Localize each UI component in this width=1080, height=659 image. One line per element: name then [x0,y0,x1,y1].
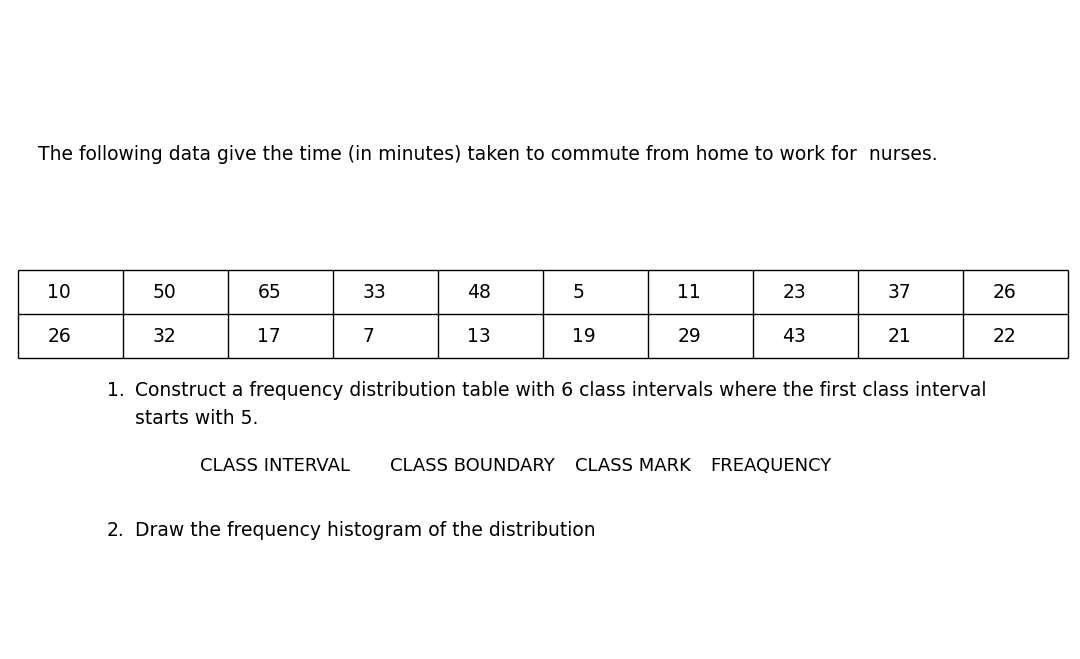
Text: 7: 7 [363,326,375,345]
Text: 33: 33 [363,283,387,302]
Text: 11: 11 [677,283,701,302]
Text: 19: 19 [572,326,596,345]
Text: 5: 5 [572,283,584,302]
Text: 10: 10 [48,283,71,302]
Text: 65: 65 [257,283,281,302]
Text: FREAQUENCY: FREAQUENCY [710,457,832,475]
Text: The following data give the time (in minutes) taken to commute from home to work: The following data give the time (in min… [38,146,937,165]
Text: 23: 23 [782,283,806,302]
Text: starts with 5.: starts with 5. [135,409,258,428]
Text: CLASS MARK: CLASS MARK [575,457,691,475]
Text: 37: 37 [888,283,912,302]
Text: Construct a frequency distribution table with 6 class intervals where the first : Construct a frequency distribution table… [135,380,986,399]
Text: Draw the frequency histogram of the distribution: Draw the frequency histogram of the dist… [135,521,596,540]
Text: 29: 29 [677,326,701,345]
Text: 26: 26 [48,326,71,345]
Text: CLASS BOUNDARY: CLASS BOUNDARY [390,457,555,475]
Text: 26: 26 [993,283,1016,302]
Text: 2.: 2. [107,521,125,540]
Text: 43: 43 [782,326,807,345]
Text: 13: 13 [468,326,491,345]
Text: 50: 50 [152,283,176,302]
Text: 21: 21 [888,326,912,345]
Text: 32: 32 [152,326,176,345]
Text: 48: 48 [468,283,491,302]
Text: 1.: 1. [107,380,125,399]
Text: CLASS INTERVAL: CLASS INTERVAL [200,457,350,475]
Text: 17: 17 [257,326,281,345]
Text: 22: 22 [993,326,1016,345]
